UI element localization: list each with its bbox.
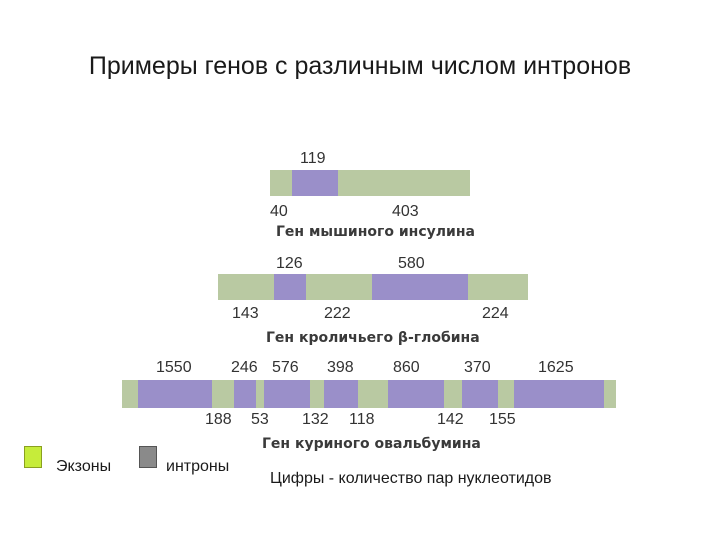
label-top: 398: [327, 359, 354, 376]
exon-segment: [270, 170, 292, 196]
exon-segment: [468, 274, 528, 300]
exon-segment: [256, 380, 264, 408]
exon-legend-swatch: [24, 446, 42, 468]
exon-segment: [306, 274, 372, 300]
exon-segment: [218, 274, 274, 300]
gene-chicken-ovalbumin: 1550 246 576 398 860 370 1625 188 53 132…: [122, 359, 616, 452]
intron-segment: [234, 380, 256, 408]
label-bottom: 132: [302, 411, 329, 428]
intron-segment: [388, 380, 444, 408]
intron-segment: [264, 380, 310, 408]
exon-segment: [212, 380, 234, 408]
intron-segment: [138, 380, 212, 408]
exon-segment: [310, 380, 324, 408]
exon-segment: [444, 380, 462, 408]
exon-segment: [604, 380, 616, 408]
label-top: 860: [393, 359, 420, 376]
intron-segment: [462, 380, 498, 408]
intron-segment: [324, 380, 358, 408]
introns-legend-label: интроны: [166, 458, 230, 475]
exon-segment: [122, 380, 138, 408]
exon-segment: [498, 380, 514, 408]
label-top: 246: [231, 359, 258, 376]
label-bottom: 118: [349, 411, 375, 428]
gene-name: Ген куриного овальбумина: [262, 436, 481, 452]
intron-segment: [514, 380, 604, 408]
intron-segment: [274, 274, 306, 300]
label-top: 119: [300, 150, 326, 167]
gene-name: Ген кроличьего β-глобина: [266, 330, 480, 346]
exon-segment: [338, 170, 470, 196]
legend-note: Цифры - количество пар нуклеотидов: [270, 470, 552, 487]
label-top: 1625: [538, 359, 574, 376]
exon-segment: [358, 380, 388, 408]
label-bottom: 188: [205, 411, 232, 428]
label-top: 576: [272, 359, 299, 376]
label-top: 370: [464, 359, 491, 376]
gene-name: Ген мышиного инсулина: [276, 224, 475, 240]
label-bottom: 224: [482, 305, 509, 322]
exons-legend-label: Экзоны: [56, 458, 112, 475]
intron-segment: [292, 170, 338, 196]
label-top: 1550: [156, 359, 192, 376]
label-bottom: 222: [324, 305, 351, 322]
intron-segment: [372, 274, 468, 300]
label-top: 126: [276, 255, 303, 272]
label-bottom: 40: [270, 203, 288, 220]
label-bottom: 155: [489, 411, 516, 428]
gene-rabbit-beta-globin: 126 580 143 222 224 Ген кроличьего β-гло…: [218, 255, 528, 346]
slide-title: Примеры генов с различным числом интроно…: [88, 52, 632, 80]
intron-legend-swatch: [139, 446, 157, 468]
label-top: 580: [398, 255, 425, 272]
label-bottom: 53: [251, 411, 269, 428]
label-bottom: 403: [392, 203, 419, 220]
gene-mouse-insulin: 119 40 403 Ген мышиного инсулина: [270, 150, 475, 240]
label-bottom: 143: [232, 305, 259, 322]
label-bottom: 142: [437, 411, 464, 428]
